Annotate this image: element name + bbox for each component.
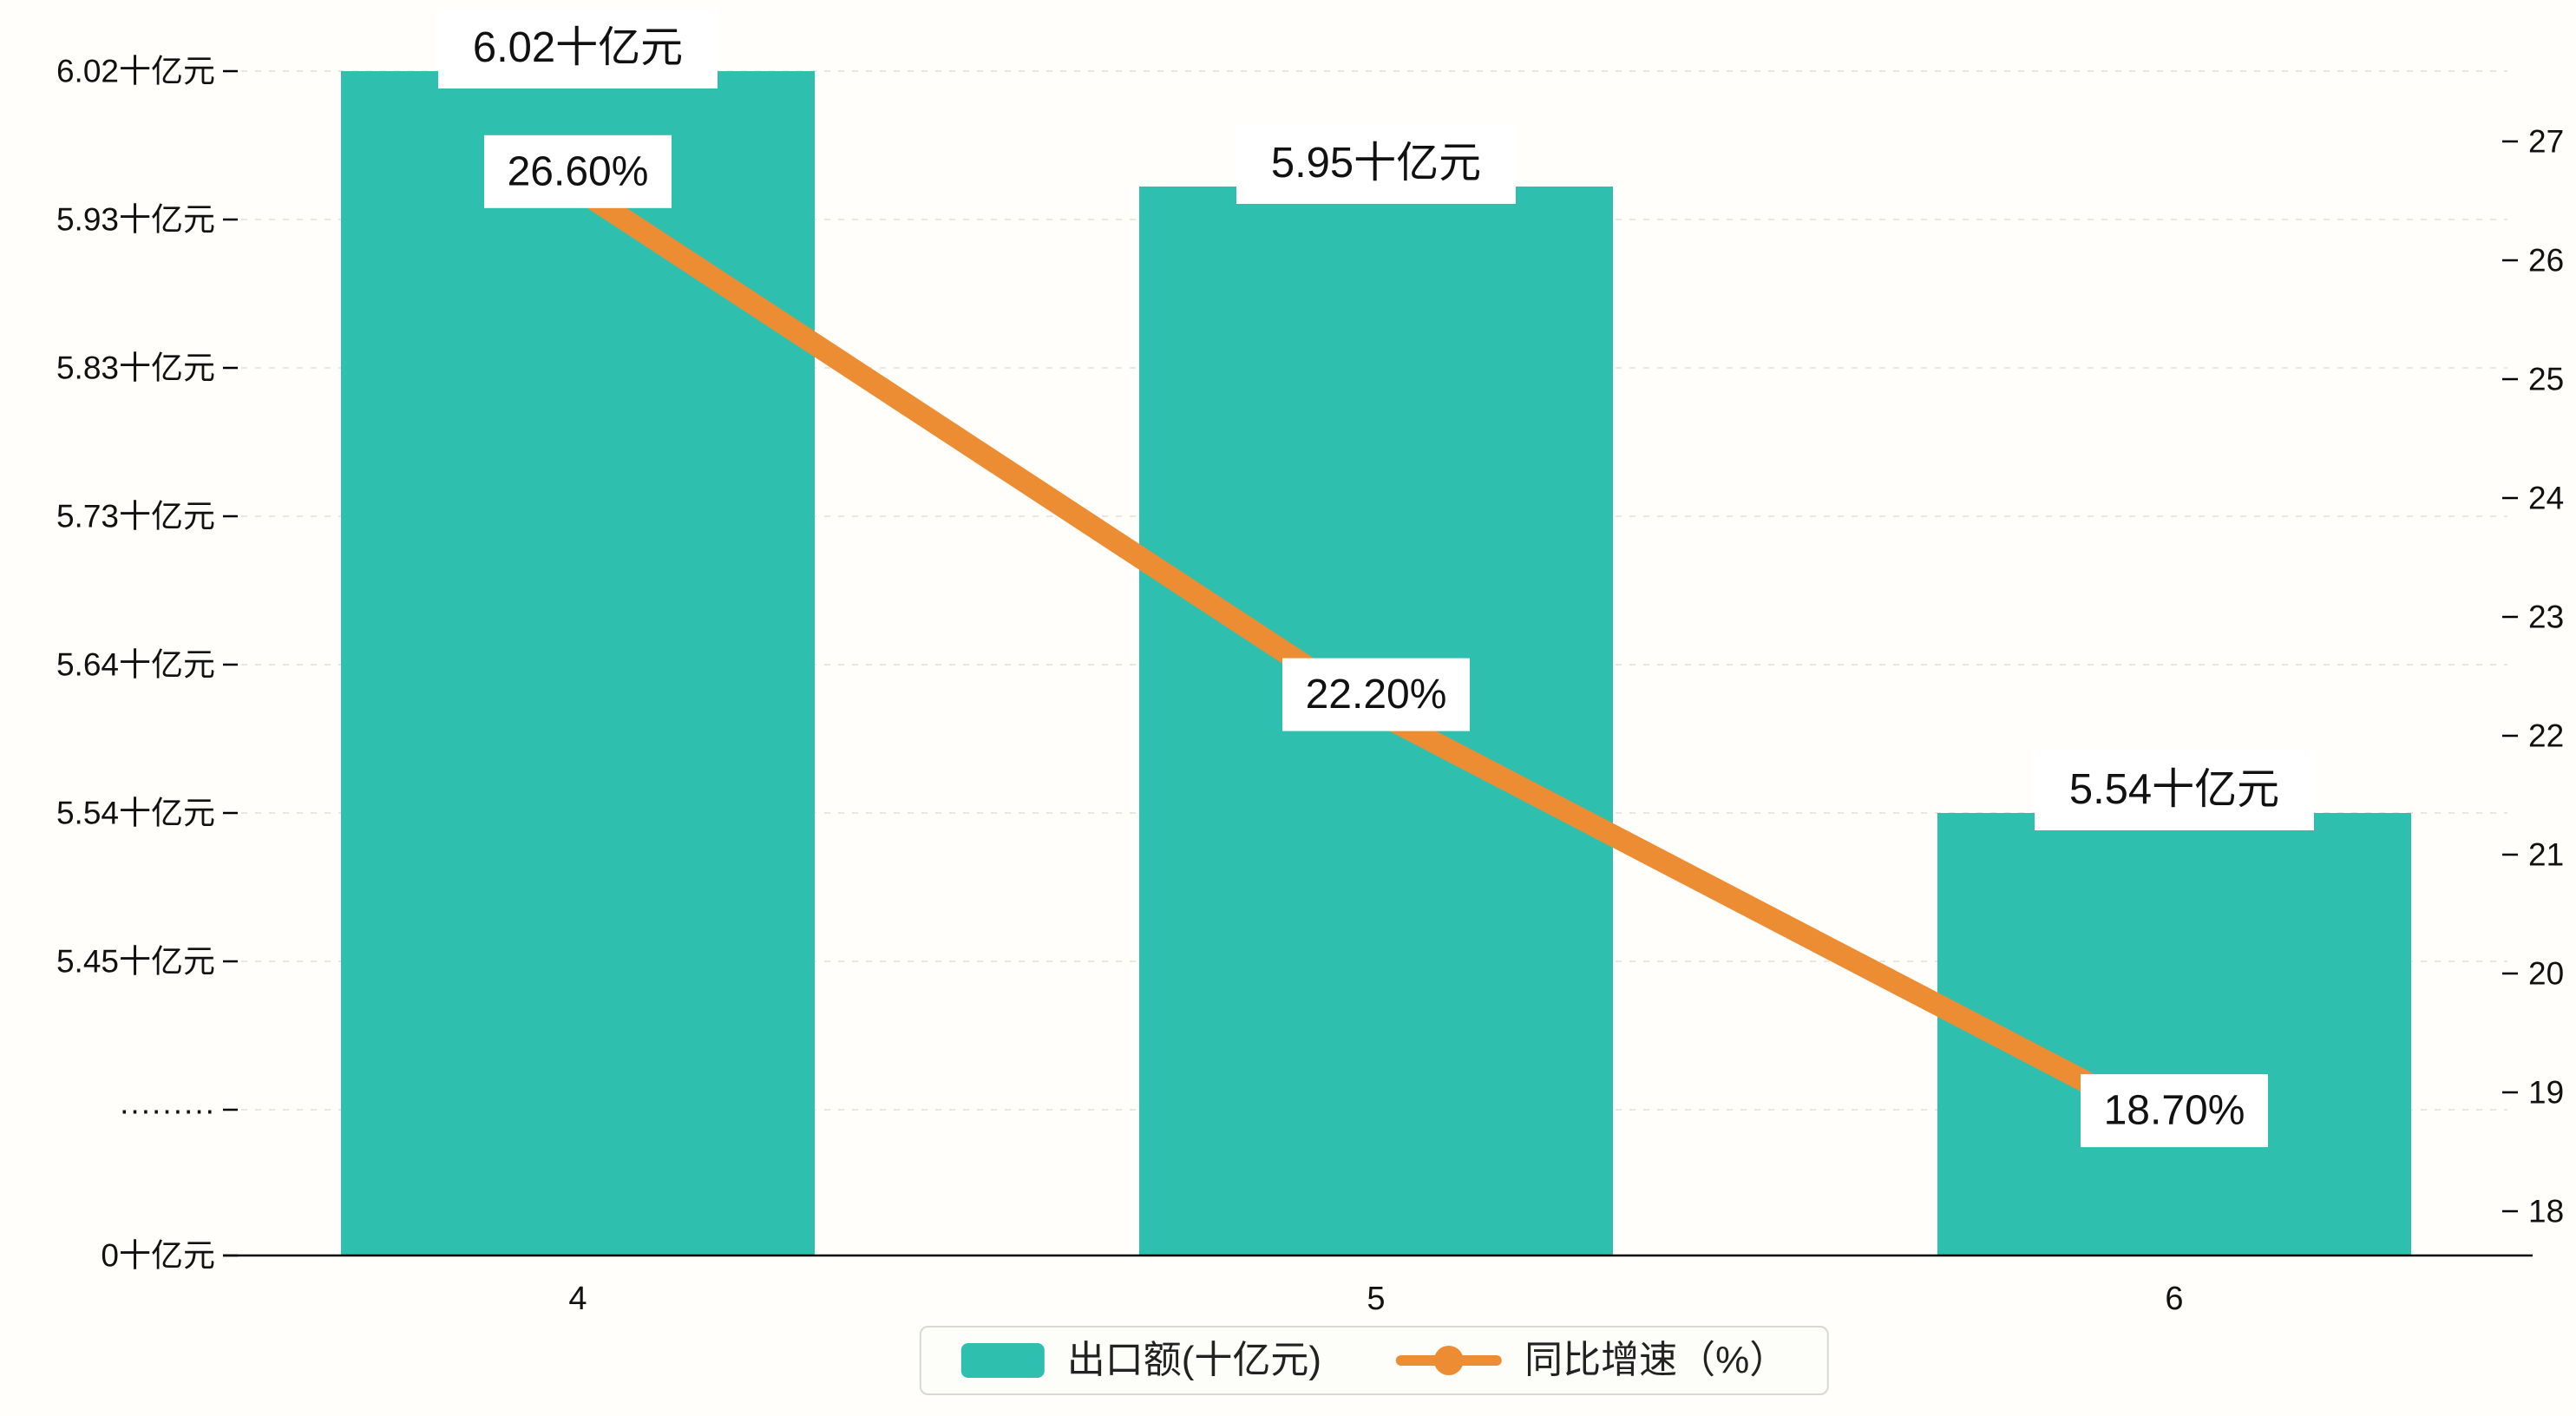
x-axis-label: 6 bbox=[2165, 1281, 2183, 1317]
legend-label-export-value: 出口额(十亿元) bbox=[1066, 1339, 1322, 1381]
line-value-label-bg bbox=[2081, 1074, 2268, 1148]
right-axis-label: 23 bbox=[2528, 600, 2564, 635]
bar-4 bbox=[341, 71, 815, 1255]
line-value-label: 18.70% bbox=[2104, 1088, 2245, 1134]
bar-value-label-bg bbox=[438, 9, 718, 88]
line-series-swatch-icon bbox=[1396, 1346, 1503, 1375]
line-series-dot-icon bbox=[1434, 1346, 1465, 1375]
legend: 出口额(十亿元) 同比增速（%） bbox=[919, 1326, 1830, 1395]
bar-value-label-bg bbox=[2035, 751, 2314, 830]
line-value-label: 22.20% bbox=[1306, 672, 1447, 718]
line-value-label-bg bbox=[1282, 658, 1470, 731]
right-axis-label: 21 bbox=[2528, 837, 2564, 873]
right-axis-label: 25 bbox=[2528, 362, 2564, 397]
bar-value-label: 6.02十亿元 bbox=[473, 24, 683, 71]
legend-label-growth-rate: 同比增速（%） bbox=[1524, 1339, 1788, 1381]
left-axis-label: 5.45十亿元 bbox=[56, 944, 215, 980]
left-axis-label: 5.64十亿元 bbox=[56, 647, 215, 683]
legend-item-export-value[interactable]: 出口额(十亿元) bbox=[960, 1339, 1322, 1381]
right-axis-label: 26 bbox=[2528, 243, 2564, 279]
right-axis-label: 19 bbox=[2528, 1075, 2564, 1111]
bar-series-swatch-icon bbox=[960, 1343, 1045, 1378]
left-axis-label: 6.02十亿元 bbox=[56, 54, 215, 89]
left-axis-label: 5.83十亿元 bbox=[56, 351, 215, 386]
left-axis-label: 0十亿元 bbox=[101, 1238, 215, 1274]
line-value-label-bg bbox=[484, 134, 672, 208]
x-axis-label: 5 bbox=[1367, 1281, 1385, 1317]
bar-value-label: 5.54十亿元 bbox=[2069, 766, 2279, 813]
right-axis-label: 20 bbox=[2528, 956, 2564, 992]
right-axis-label: 18 bbox=[2528, 1194, 2564, 1229]
left-axis-label: 5.73十亿元 bbox=[56, 499, 215, 534]
bar-value-label: 5.95十亿元 bbox=[1271, 140, 1481, 187]
line-value-label: 26.60% bbox=[508, 148, 649, 194]
left-axis-label: 5.93十亿元 bbox=[56, 202, 215, 238]
left-axis-label: ········· bbox=[119, 1092, 215, 1128]
bar-value-label-bg bbox=[1236, 124, 1516, 204]
legend-item-growth-rate[interactable]: 同比增速（%） bbox=[1396, 1341, 1787, 1380]
x-axis-label: 4 bbox=[568, 1281, 587, 1317]
right-axis-label: 27 bbox=[2528, 124, 2564, 160]
right-axis-label: 22 bbox=[2528, 718, 2564, 754]
left-axis-label: 5.54十亿元 bbox=[56, 796, 215, 831]
right-axis-label: 24 bbox=[2528, 481, 2564, 516]
